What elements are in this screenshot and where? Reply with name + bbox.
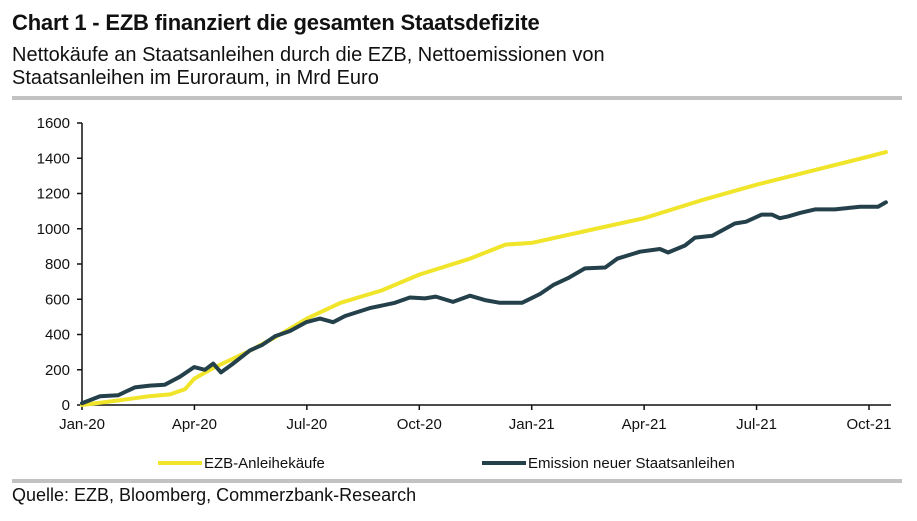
y-tick-label: 400 (45, 327, 70, 344)
source-note: Quelle: EZB, Bloomberg, Commerzbank-Rese… (12, 485, 417, 505)
subtitle-line-2: Staatsanleihen im Euroraum, in Mrd Euro (12, 67, 379, 89)
y-tick-label: 1200 (37, 186, 70, 203)
legend: EZB-Anleihekäufe Emission neuer Staatsanl… (158, 455, 735, 472)
series-line-ezb-purchases (80, 150, 888, 407)
x-tick-label: Jan-21 (509, 416, 555, 433)
x-tick-label: Oct-21 (846, 416, 891, 433)
series-line-bond-issuance (80, 200, 888, 406)
y-tick-label: 800 (45, 256, 70, 273)
chart-title: Chart 1 - EZB finanziert die gesamten St… (12, 10, 540, 35)
line-chart: 0 200 400 600 800 1000 1200 1400 1600 Jan-20 Apr-2… (37, 115, 892, 472)
y-tick-label: 200 (45, 362, 70, 379)
x-tick-label: Apr-21 (622, 416, 667, 433)
y-tick-label: 1400 (37, 150, 70, 167)
x-tick-label: Apr-20 (172, 416, 217, 433)
chart-subtitle: Nettokäufe an Staatsanleihen durch die E… (12, 44, 892, 90)
series-lines (80, 150, 888, 407)
legend-label: EZB-Anleihekäufe (204, 455, 325, 472)
y-tick-label: 0 (62, 397, 70, 414)
y-tick-label: 1600 (37, 115, 70, 132)
legend-label: Emission neuer Staatsanleihen (528, 455, 735, 472)
x-tick-label: Jul-20 (286, 416, 327, 433)
x-tick-label: Jan-20 (59, 416, 105, 433)
y-tick-label: 1000 (37, 221, 70, 238)
axes: 0 200 400 600 800 1000 1200 1400 1600 Jan-20 Apr-2… (37, 115, 892, 433)
header-divider (12, 96, 902, 100)
x-tick-label: Oct-20 (397, 416, 442, 433)
footer-divider (12, 479, 902, 483)
y-tick-label: 600 (45, 291, 70, 308)
subtitle-line-1: Nettokäufe an Staatsanleihen durch die E… (12, 44, 605, 66)
x-tick-label: Jul-21 (736, 416, 777, 433)
